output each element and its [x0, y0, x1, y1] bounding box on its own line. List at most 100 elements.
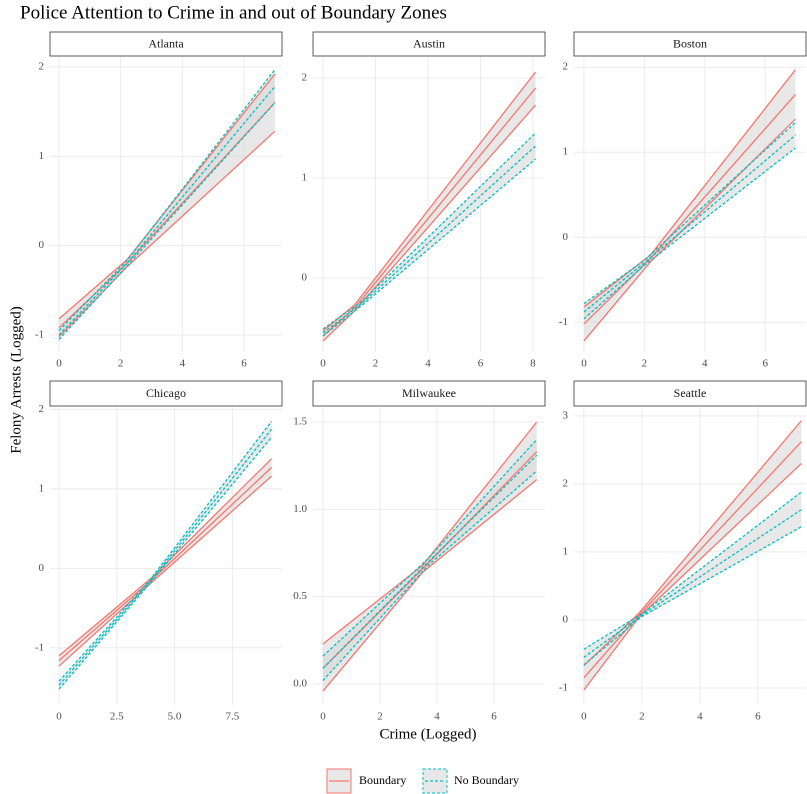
legend-label: Boundary: [359, 773, 406, 787]
band-edge: [583, 462, 802, 691]
line: [322, 87, 537, 337]
x-tick-label: 2: [373, 358, 379, 370]
strip-label: Atlanta: [148, 36, 184, 50]
y-tick-label: -1: [559, 316, 568, 328]
confidence-band: [583, 492, 802, 665]
band-edge: [58, 475, 273, 667]
x-tick-label: 0: [581, 358, 587, 370]
line: [583, 134, 796, 313]
line: [58, 428, 273, 686]
y-axis-title: Felony Arrests (Logged): [8, 306, 24, 453]
band-edge: [583, 526, 802, 666]
y-tick-label: 1: [39, 482, 45, 494]
y-tick-label: 1: [39, 150, 45, 162]
x-tick-label: 0: [320, 711, 326, 723]
x-tick-label: 6: [762, 358, 768, 370]
x-tick-label: 8: [530, 358, 536, 370]
strip-label: Milwaukee: [402, 386, 456, 400]
line: [322, 454, 538, 669]
confidence-band: [322, 133, 536, 336]
band-edge: [58, 130, 276, 338]
y-tick-label: 2: [563, 61, 569, 73]
confidence-band: [583, 420, 802, 691]
x-tick-label: 4: [180, 358, 186, 370]
band-edge: [583, 121, 796, 305]
band-edge: [322, 421, 538, 645]
panel: [313, 57, 545, 352]
x-tick-label: 0: [581, 711, 587, 723]
band-edge: [58, 102, 276, 340]
line: [583, 509, 802, 658]
band-edge: [322, 71, 537, 332]
y-tick-label: 2: [39, 60, 45, 72]
x-tick-label: 5.0: [168, 711, 182, 723]
band-edge: [58, 458, 273, 657]
x-tick-label: 7.5: [225, 711, 239, 723]
y-tick-label: 1: [563, 146, 569, 158]
x-tick-label: 6: [755, 711, 761, 723]
band-edge: [583, 147, 796, 320]
band-edge: [583, 118, 796, 342]
x-axis-title: Crime (Logged): [379, 726, 476, 742]
x-tick-label: 0: [320, 358, 326, 370]
line: [583, 441, 802, 679]
y-tick-label: -1: [559, 682, 568, 694]
x-tick-label: 2: [118, 358, 124, 370]
y-tick-label: 0: [39, 239, 45, 251]
x-tick-label: 0: [56, 711, 62, 723]
line: [58, 86, 276, 336]
strip-label: Seattle: [674, 386, 707, 400]
strip-label: Chicago: [146, 386, 186, 400]
band-edge: [322, 439, 538, 657]
y-tick-label: -1: [35, 329, 44, 341]
y-tick-label: 0: [563, 231, 569, 243]
y-tick-label: 1.5: [293, 416, 307, 428]
strip: [49, 380, 283, 407]
x-tick-label: 4: [697, 711, 703, 723]
chart-title: Police Attention to Crime in and out of …: [20, 2, 447, 23]
strip: [49, 31, 283, 57]
y-tick-label: 1: [302, 172, 308, 184]
legend-label: No Boundary: [454, 773, 519, 787]
strip-label: Boston: [673, 36, 707, 50]
y-tick-label: 2: [563, 477, 569, 489]
x-tick-label: 2: [642, 358, 648, 370]
band-edge: [58, 436, 273, 690]
y-tick-label: 2: [39, 403, 45, 415]
x-tick-label: 4: [425, 358, 431, 370]
panel: [50, 407, 282, 705]
confidence-band: [59, 421, 272, 690]
band-edge: [322, 158, 536, 337]
y-tick-label: 0: [563, 613, 569, 625]
line: [322, 145, 536, 334]
band-edge: [58, 69, 276, 331]
strip: [573, 380, 807, 407]
y-tick-label: 1: [563, 545, 569, 557]
y-tick-label: -1: [35, 641, 44, 653]
band-edge: [58, 73, 276, 320]
band-edge: [583, 491, 802, 650]
x-tick-label: 2: [639, 711, 645, 723]
strip: [312, 31, 546, 57]
y-tick-label: 2: [302, 72, 308, 84]
x-tick-label: 2.5: [110, 711, 124, 723]
y-tick-label: 0.0: [293, 678, 307, 690]
y-tick-label: 1.0: [293, 503, 307, 515]
strip: [573, 31, 807, 57]
x-tick-label: 0: [56, 358, 62, 370]
y-tick-label: 0.5: [293, 590, 307, 602]
x-tick-label: 4: [434, 711, 440, 723]
line: [58, 466, 273, 661]
y-tick-label: 0: [302, 272, 308, 284]
x-tick-label: 4: [702, 358, 708, 370]
y-tick-label: 0: [39, 562, 45, 574]
strip: [312, 380, 546, 407]
x-tick-label: 6: [241, 358, 247, 370]
strip-label: Austin: [413, 36, 445, 50]
band-edge: [322, 470, 538, 681]
x-tick-label: 6: [478, 358, 484, 370]
y-tick-label: 3: [563, 409, 569, 421]
band-edge: [322, 132, 537, 330]
band-edge: [583, 420, 802, 667]
